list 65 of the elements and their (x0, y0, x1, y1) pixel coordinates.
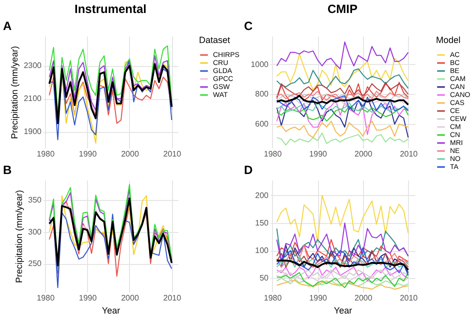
line-series (276, 90, 409, 101)
line-series (276, 194, 409, 243)
line-series (276, 41, 409, 70)
y-axis-title: Precipitation (mm/year) (10, 46, 20, 140)
line-series (276, 244, 409, 268)
x-tick-label: 1980 (36, 294, 56, 302)
y-tick-label: 1900 (24, 127, 42, 136)
x-tick-label: 2000 (354, 150, 373, 158)
x-tick-label: 2010 (163, 294, 182, 302)
x-tick-label: 1980 (36, 150, 56, 158)
line-series (276, 102, 409, 113)
line-series (276, 278, 409, 286)
line-series (276, 95, 409, 112)
line-series (276, 82, 409, 102)
x-tick-label: 1990 (78, 294, 98, 302)
line-series (276, 272, 409, 282)
y-tick-label: 250 (28, 259, 42, 268)
y-axis-title: Precipitation (mm/year) (14, 190, 24, 284)
y-tick-label: 200 (255, 190, 270, 200)
x-tick-label: 1990 (78, 150, 98, 158)
y-tick-label: 2100 (24, 94, 42, 104)
line-series (276, 256, 409, 268)
line-series (276, 94, 410, 106)
text: D (244, 163, 253, 177)
line-series (276, 264, 409, 282)
text: A (3, 19, 12, 33)
line-series (276, 272, 409, 288)
x-axis-title: Year (334, 306, 352, 316)
line-series (276, 106, 409, 122)
y-tick-label: 350 (28, 196, 42, 205)
chart-title: Instrumental (74, 2, 147, 16)
text: C (244, 19, 253, 33)
line-series (276, 120, 409, 138)
y-tick-label: 2300 (24, 61, 42, 70)
y-tick-label: 50 (260, 274, 270, 283)
x-tick-label: 2010 (400, 294, 418, 302)
line-series (276, 82, 409, 98)
y-tick-label: 100 (255, 246, 270, 256)
x-tick-label: 2000 (121, 294, 140, 302)
x-tick-label: 2000 (354, 294, 373, 302)
x-tick-label: 2010 (163, 150, 182, 158)
chart-title: CMIP (328, 2, 358, 16)
line-series (276, 269, 409, 279)
line-series (276, 68, 409, 89)
x-axis-title: Year (102, 306, 120, 316)
line-series (276, 260, 410, 271)
legend-title: Model (436, 35, 461, 45)
line-series (276, 239, 409, 265)
y-tick-label: 1000 (250, 60, 270, 69)
x-tick-label: 1980 (264, 150, 282, 158)
line-series (276, 132, 409, 146)
y-tick-label: 600 (255, 120, 270, 129)
y-tick-label: 300 (28, 227, 42, 236)
line-series (276, 53, 409, 90)
x-tick-label: 1990 (309, 294, 328, 302)
y-tick-label: 800 (255, 90, 270, 99)
x-tick-label: 1990 (309, 150, 328, 158)
line-series (276, 250, 409, 268)
line-series (276, 280, 409, 290)
x-tick-label: 2000 (121, 150, 140, 158)
x-tick-label: 2010 (400, 150, 418, 158)
text: B (3, 163, 12, 177)
legend-title: Dataset (199, 35, 231, 45)
y-tick-label: 150 (255, 218, 270, 228)
x-tick-label: 1980 (264, 294, 282, 302)
